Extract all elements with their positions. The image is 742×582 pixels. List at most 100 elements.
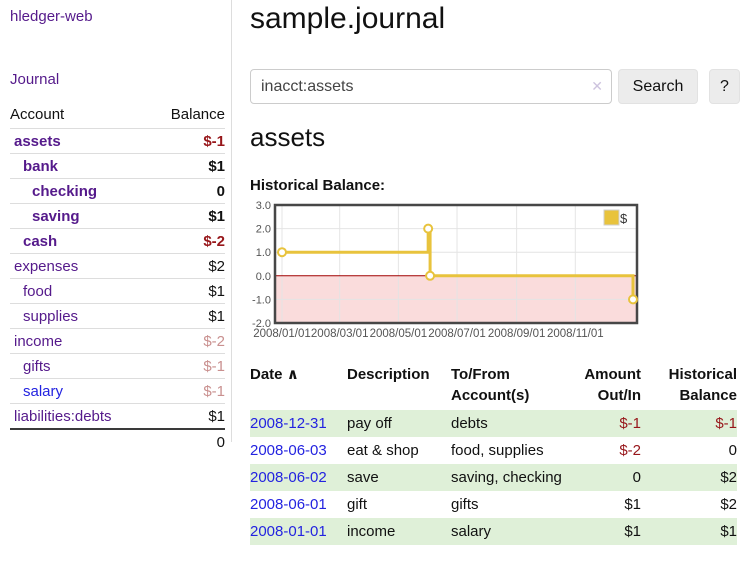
account-link[interactable]: liabilities:debts (14, 407, 112, 425)
account-name-cell: saving (10, 204, 150, 229)
register-table-body: 2008-12-31 pay off debts $-1 $-1 2008-06-03 ea… (250, 410, 737, 545)
account-link[interactable]: cash (23, 232, 58, 250)
svg-text:3.0: 3.0 (256, 200, 271, 212)
account-row: saving $1 (10, 203, 225, 229)
svg-text:2008/09/01: 2008/09/01 (488, 328, 546, 340)
account-name-cell: assets (10, 129, 150, 154)
account-balance: $-1 (203, 132, 225, 150)
accounts-table: Account Balance assets $-1 bank $1 checking 0… (10, 104, 225, 454)
transaction-balance-cell: 0 (728, 442, 737, 459)
transaction-row: 2008-01-01 income salary $1 $1 (250, 518, 737, 545)
account-heading: assets (250, 122, 326, 152)
svg-text:1.0: 1.0 (256, 247, 271, 259)
transaction-description-cell: save (347, 469, 379, 486)
register-table: Date ∧ Description To/From Account(s) Am… (250, 362, 737, 545)
svg-text:$: $ (620, 211, 628, 226)
account-row: food $1 (10, 278, 225, 304)
transaction-date-link[interactable]: 2008-06-02 (250, 469, 327, 486)
transaction-accounts-cell: debts (451, 415, 488, 432)
search-input[interactable] (250, 69, 612, 104)
accounts-total-spacer (10, 429, 150, 454)
transaction-amount-cell: $1 (624, 523, 641, 540)
transaction-accounts-cell: saving, checking (451, 469, 562, 486)
account-name-cell: supplies (10, 304, 150, 329)
account-row: salary $-1 (10, 378, 225, 404)
transaction-amount-cell: $-2 (619, 442, 641, 459)
account-link[interactable]: food (23, 282, 53, 300)
account-name-cell: salary (10, 379, 150, 404)
svg-text:0.0: 0.0 (256, 271, 271, 283)
balance-column-header-register: Historical Balance (668, 366, 737, 404)
transaction-row: 2008-12-31 pay off debts $-1 $-1 (250, 410, 737, 437)
clear-search-icon[interactable]: ✕ (591, 78, 603, 94)
account-row: liabilities:debts $1 (10, 403, 225, 430)
account-link[interactable]: gifts (23, 357, 51, 375)
account-balance: $1 (208, 407, 225, 425)
transaction-accounts-cell: salary (451, 523, 492, 540)
transaction-amount-cell: 0 (632, 469, 641, 486)
account-balance: $-1 (203, 382, 225, 400)
account-name-cell: liabilities:debts (10, 404, 150, 430)
svg-text:2008/07/01: 2008/07/01 (428, 328, 486, 340)
search-form: ✕ Search ? (250, 69, 742, 104)
register-header-row: Date ∧ Description To/From Account(s) Am… (250, 362, 737, 410)
transaction-description-cell: pay off (347, 415, 392, 432)
account-link[interactable]: salary (23, 382, 64, 400)
historical-balance-chart[interactable]: 3.0 2.0 1.0 0.0 -1.0 -2.0 2008/01/01 2008/03/01… (243, 200, 742, 347)
svg-text:2008/11/01: 2008/11/01 (547, 328, 604, 340)
help-button[interactable]: ? (709, 69, 740, 104)
brand-link[interactable]: hledger-web (10, 8, 93, 25)
account-balance: $2 (208, 257, 225, 275)
description-column-header: Description (347, 366, 430, 383)
transaction-date-link-cell: 2008-06-02 (250, 464, 347, 491)
transaction-description-cell: gift (347, 496, 368, 513)
account-name-cell: gifts (10, 354, 150, 379)
account-row: cash $-2 (10, 228, 225, 254)
transaction-date-link[interactable]: 2008-12-31 (250, 415, 327, 432)
account-row: checking 0 (10, 178, 225, 204)
svg-text:-1.0: -1.0 (252, 294, 271, 306)
account-balance: $1 (208, 207, 225, 225)
account-link[interactable]: checking (32, 182, 98, 200)
accounts-table-body: assets $-1 bank $1 checking 0 saving $1 cash $-2 e… (10, 128, 225, 430)
svg-text:2008/01/01: 2008/01/01 (253, 328, 311, 340)
account-link[interactable]: saving (32, 207, 80, 225)
account-link[interactable]: expenses (14, 257, 79, 275)
svg-text:-2.0: -2.0 (252, 318, 271, 330)
transaction-date-link[interactable]: 2008-06-03 (250, 442, 327, 459)
historical-balance-label: Historical Balance: (250, 177, 386, 194)
search-button[interactable]: Search (618, 69, 698, 104)
account-balance: $-2 (203, 232, 225, 250)
account-link[interactable]: income (14, 332, 63, 350)
account-name-cell: cash (10, 229, 150, 254)
accounts-table-header: Account Balance (10, 104, 225, 129)
transaction-balance-cell: $2 (720, 469, 737, 486)
amount-column-header: Amount Out/In (584, 366, 641, 404)
account-row: supplies $1 (10, 303, 225, 329)
transaction-date-link[interactable]: 2008-01-01 (250, 523, 327, 540)
account-link[interactable]: bank (23, 157, 59, 175)
account-row: income $-2 (10, 328, 225, 354)
transaction-accounts-cell: gifts (451, 496, 479, 513)
account-row: assets $-1 (10, 128, 225, 154)
account-balance: $1 (208, 157, 225, 175)
accounts-total-row: 0 (10, 429, 225, 454)
account-balance: $1 (208, 282, 225, 300)
svg-text:2.0: 2.0 (256, 224, 271, 236)
account-name-cell: food (10, 279, 150, 304)
transaction-balance-cell: $2 (720, 496, 737, 513)
transaction-date-link-cell: 2008-06-03 (250, 437, 347, 464)
account-balance: $-1 (203, 357, 225, 375)
account-link[interactable]: assets (14, 132, 61, 150)
account-row: expenses $2 (10, 253, 225, 279)
sidebar-item-journal[interactable]: Journal (10, 71, 60, 88)
account-balance: 0 (216, 182, 225, 200)
account-column-header: Account (10, 106, 65, 123)
account-name-cell: bank (10, 154, 150, 179)
transaction-balance-cell: $-1 (715, 415, 737, 432)
account-link[interactable]: supplies (23, 307, 79, 325)
transaction-date-link[interactable]: 2008-06-01 (250, 496, 327, 513)
date-column-header[interactable]: Date ∧ (250, 366, 299, 383)
account-name-cell: checking (10, 179, 150, 204)
account-name-cell: income (10, 329, 150, 354)
